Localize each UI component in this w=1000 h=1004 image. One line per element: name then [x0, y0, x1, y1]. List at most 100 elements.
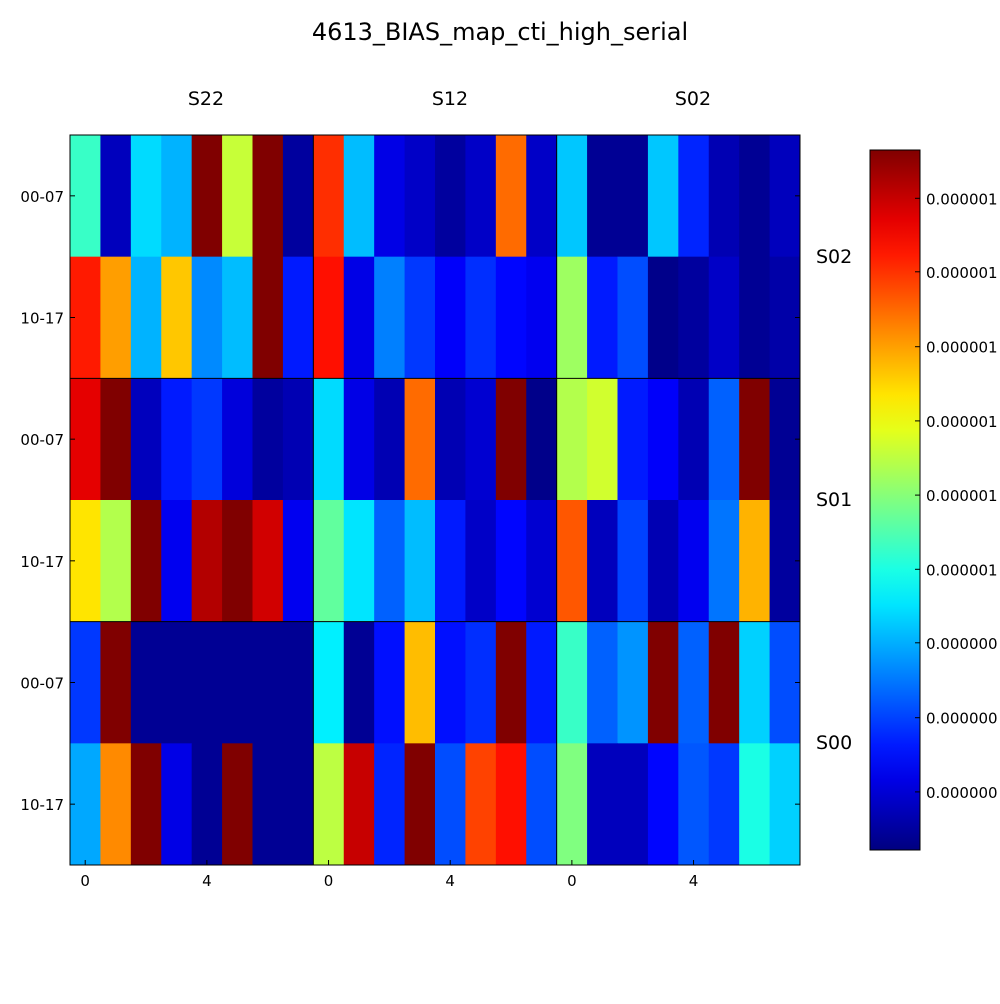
heatmap-cell: [708, 500, 740, 623]
heatmap-cell: [465, 135, 497, 258]
heatmap-cell: [647, 621, 679, 744]
heatmap-cell: [647, 500, 679, 623]
heatmap-cell: [647, 256, 679, 379]
heatmap-cell: [313, 135, 345, 258]
heatmap-cell: [526, 621, 558, 744]
x-tick-label: 0: [324, 872, 334, 890]
heatmap-cell: [739, 500, 771, 623]
heatmap-cell: [100, 378, 132, 501]
heatmap-cell: [465, 378, 497, 501]
column-group-label: S22: [188, 88, 224, 110]
heatmap-cell: [708, 135, 740, 258]
heatmap-cell: [70, 743, 101, 866]
colorbar-tick-label: 0.000001: [926, 190, 998, 208]
heatmap-cell: [739, 256, 771, 379]
heatmap-cell: [587, 743, 618, 866]
heatmap-cell: [161, 743, 193, 866]
heatmap-cell: [404, 378, 436, 501]
heatmap-cell: [465, 743, 497, 866]
heatmap-cell: [374, 135, 406, 258]
heatmap-cell: [191, 500, 223, 623]
colorbar-tick-label: 0.000000: [926, 710, 998, 728]
heatmap-cell: [282, 135, 314, 258]
heatmap-cell: [739, 135, 771, 258]
heatmap-cell: [587, 500, 618, 623]
heatmap-cell: [130, 621, 162, 744]
heatmap-cell: [191, 743, 223, 866]
heatmap-cell: [556, 378, 588, 501]
heatmap-cell: [252, 500, 284, 623]
heatmap-cell: [617, 500, 649, 623]
x-tick-label: 4: [202, 872, 212, 890]
heatmap-cell: [222, 378, 253, 501]
heatmap-cell: [556, 621, 588, 744]
heatmap-cell: [465, 621, 497, 744]
colorbar-tick-label: 0.000001: [926, 561, 998, 579]
plot-frame: [69, 134, 801, 866]
heatmap-cell: [404, 743, 436, 866]
heatmap-cell: [70, 621, 101, 744]
column-group-label: S02: [675, 88, 711, 110]
x-tick-label: 0: [567, 872, 577, 890]
heatmap-cell: [526, 256, 558, 379]
heatmap-cell: [282, 256, 314, 379]
heatmap-cell: [495, 256, 527, 379]
heatmap-cell: [282, 621, 314, 744]
y-tick-label: 10-17: [20, 553, 64, 571]
heatmap-cell: [70, 256, 101, 379]
colorbar-tick-label: 0.000000: [926, 784, 998, 802]
heatmap-cell: [739, 378, 771, 501]
heatmap-cell: [435, 621, 466, 744]
heatmap-cell: [282, 378, 314, 501]
heatmap-cell: [617, 743, 649, 866]
heatmap-cell: [161, 500, 193, 623]
heatmap-cell: [343, 743, 375, 866]
heatmap-cell: [587, 135, 618, 258]
heatmap-cell: [222, 500, 253, 623]
heatmap-cell: [435, 500, 466, 623]
y-tick-label: 00-07: [20, 431, 64, 449]
heatmap-cell: [617, 135, 649, 258]
heatmap-cell: [495, 743, 527, 866]
heatmap-cell: [374, 743, 406, 866]
heatmap-cell: [556, 500, 588, 623]
heatmap-cell: [617, 621, 649, 744]
heatmap-cell: [313, 500, 345, 623]
heatmap-cell: [313, 256, 345, 379]
heatmap-cell: [70, 378, 101, 501]
x-tick-label: 4: [445, 872, 455, 890]
heatmap-cell: [435, 135, 466, 258]
heatmap-cell: [130, 256, 162, 379]
y-tick-label: 00-07: [20, 675, 64, 693]
colorbar-tick-label: 0.000001: [926, 264, 998, 282]
heatmap-cell: [161, 378, 193, 501]
heatmap-cell: [222, 743, 253, 866]
x-tick-label: 4: [689, 872, 699, 890]
heatmap-cell: [526, 500, 558, 623]
heatmap-cell: [161, 256, 193, 379]
heatmap-cell: [222, 256, 253, 379]
heatmap-cell: [708, 743, 740, 866]
heatmap-cell: [130, 743, 162, 866]
heatmap-cell: [313, 621, 345, 744]
heatmap-cell: [435, 256, 466, 379]
x-tick-label: 0: [80, 872, 90, 890]
heatmap-cell: [587, 378, 618, 501]
column-group-label: S12: [432, 88, 468, 110]
heatmap-cell: [647, 378, 679, 501]
heatmap-cell: [556, 743, 588, 866]
heatmap-cell: [282, 500, 314, 623]
heatmap-cell: [404, 135, 436, 258]
y-tick-label: 10-17: [20, 796, 64, 814]
colorbar-tick-label: 0.000001: [926, 487, 998, 505]
heatmap-cell: [495, 135, 527, 258]
heatmap-cell: [343, 135, 375, 258]
heatmap-cell: [678, 378, 710, 501]
heatmap-cell: [191, 378, 223, 501]
heatmap-cell: [343, 621, 375, 744]
heatmap-cell: [252, 256, 284, 379]
heatmap-cell: [313, 743, 345, 866]
colorbar: [869, 149, 921, 851]
row-group-label: S00: [816, 732, 852, 754]
